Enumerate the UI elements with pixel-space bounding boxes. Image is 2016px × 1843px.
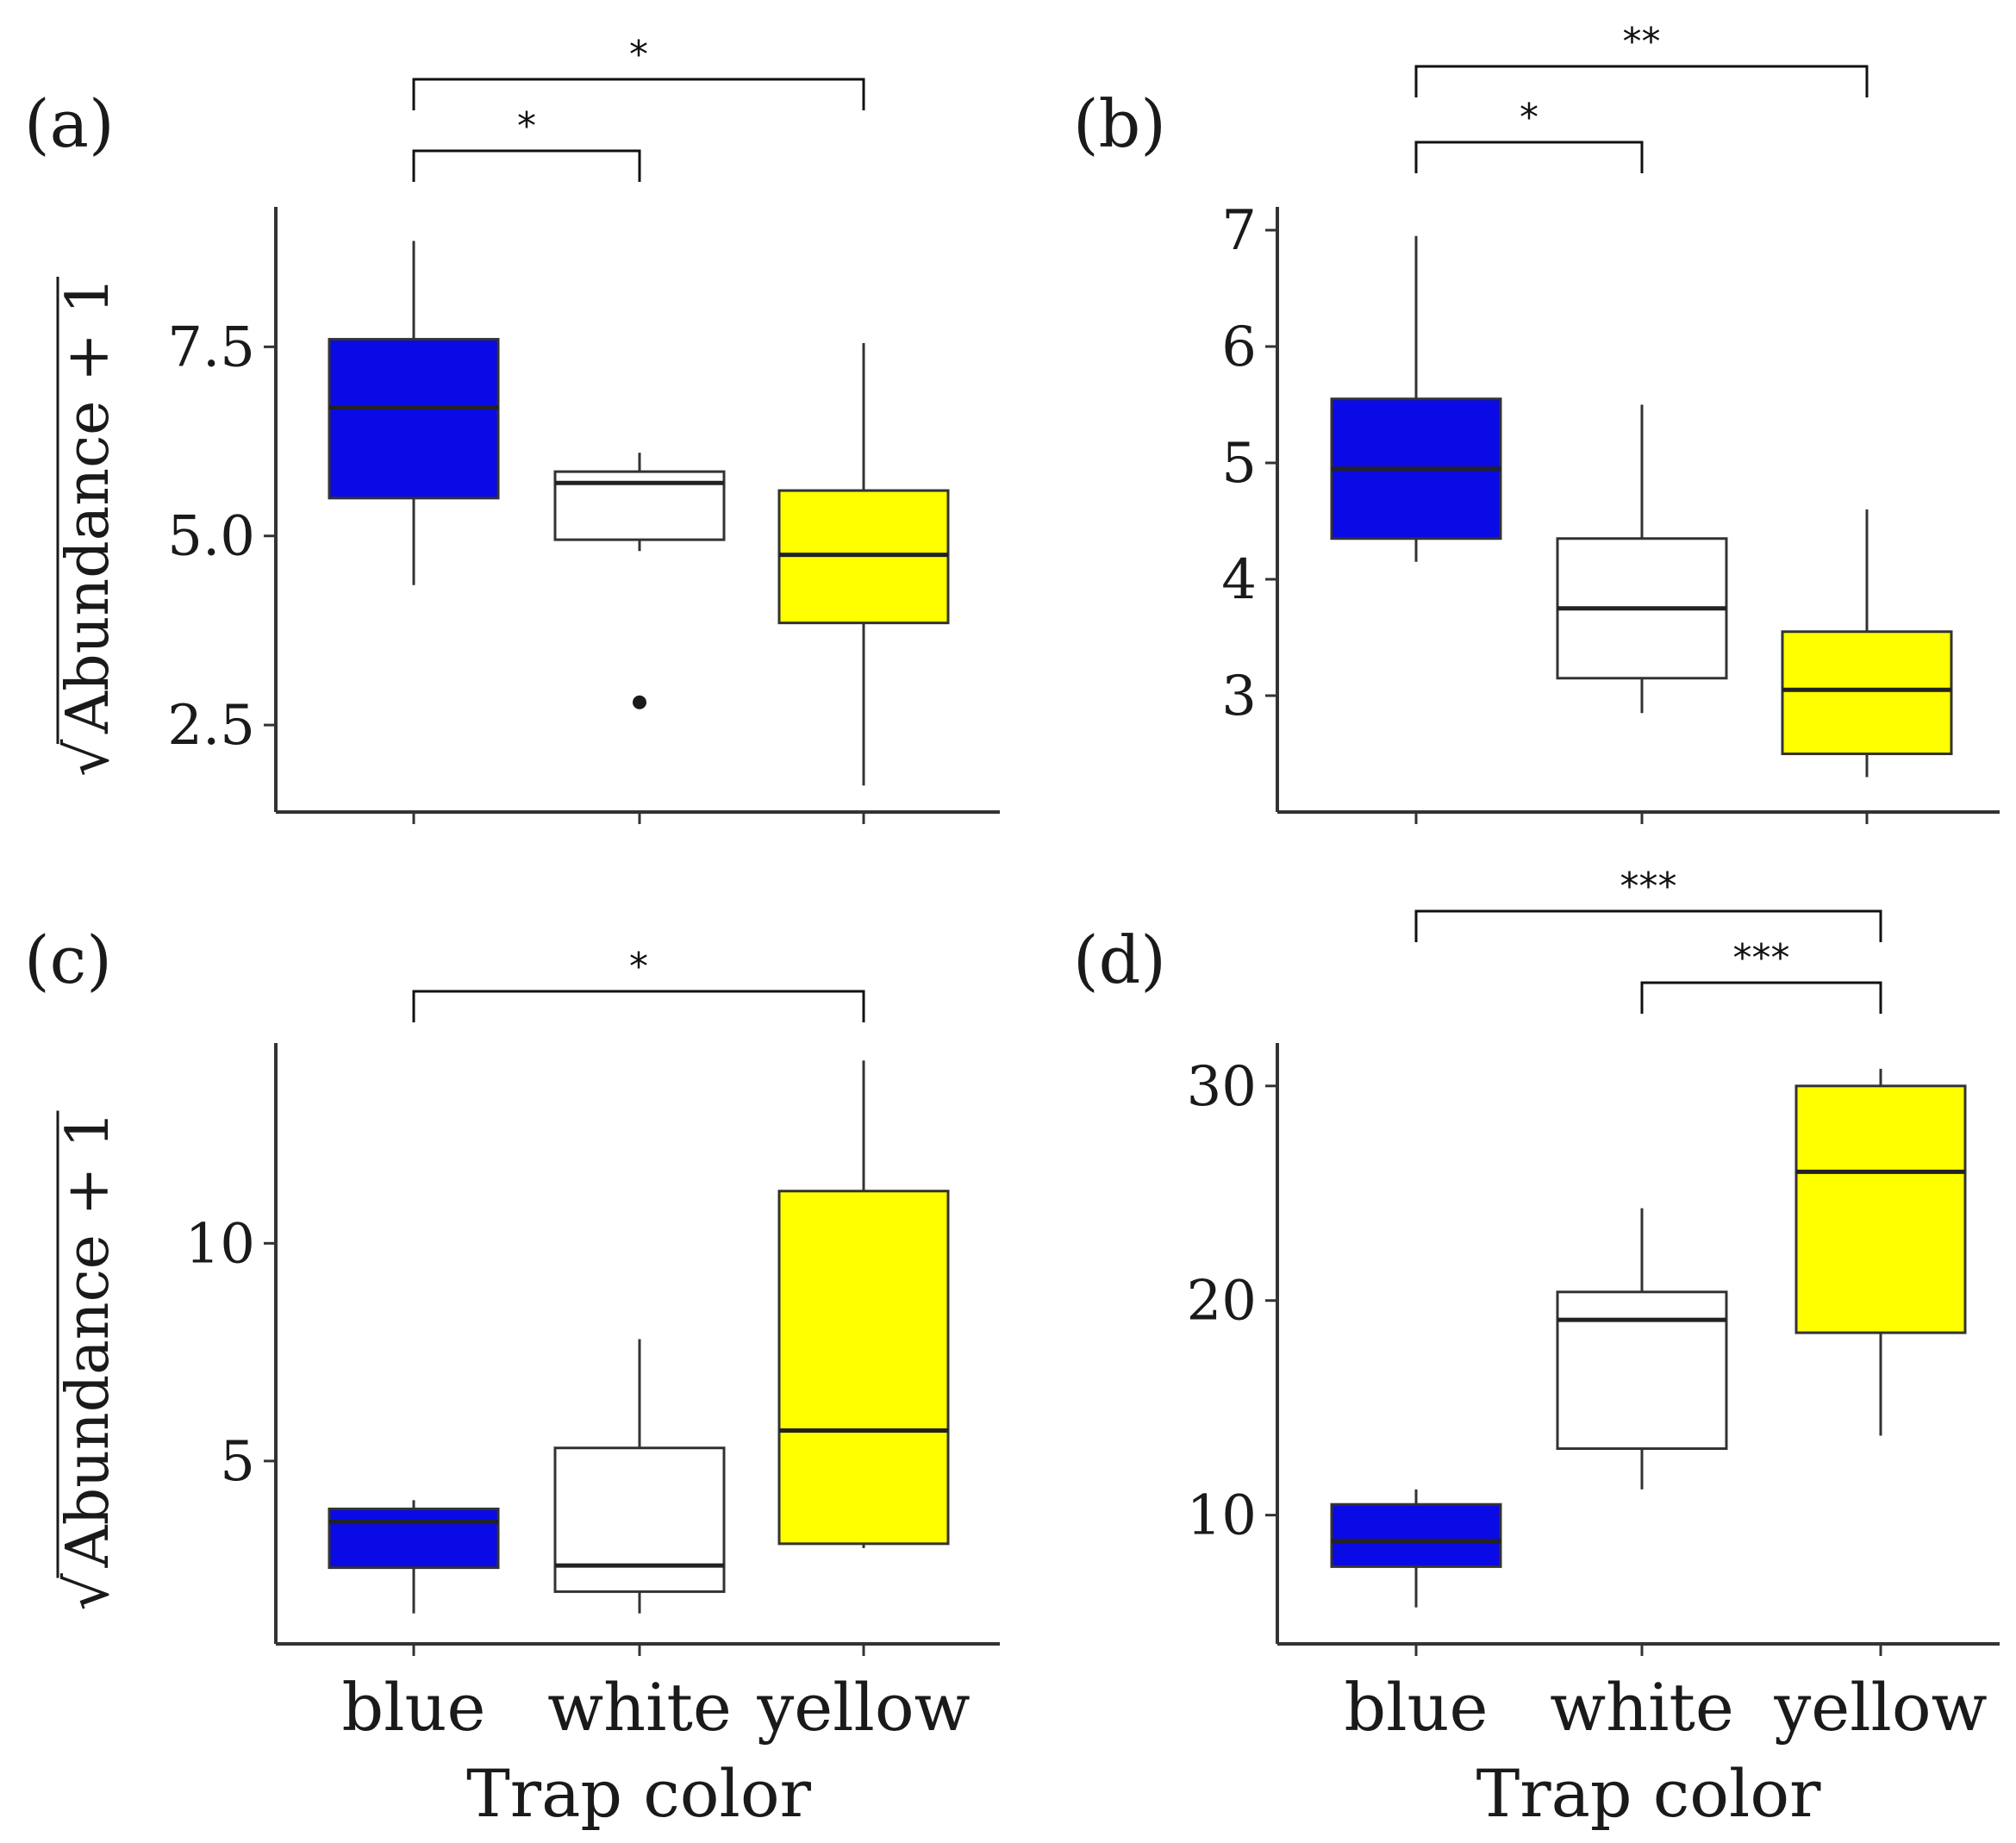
significance-label-blue-yellow: * (629, 945, 648, 989)
y-tick-label-b: 6 (1221, 315, 1257, 379)
box-white (1556, 1290, 1728, 1450)
y-axis-radical-a: √ (54, 739, 122, 777)
y-axis-radical-c: √ (54, 1573, 122, 1611)
x-tick-label-yellow: yellow (756, 1669, 970, 1746)
y-tick-label-c: 5 (220, 1430, 255, 1494)
x-tick-label-blue: blue (1345, 1669, 1489, 1746)
significance-bracket-blue-yellow (1414, 909, 1882, 942)
y-tick-label-b: 5 (1221, 432, 1257, 496)
panel-label-b: (b) (1073, 85, 1166, 162)
significance-bracket-blue-yellow (1414, 65, 1869, 97)
panel-label-d: (d) (1073, 922, 1166, 998)
box-yellow (1794, 1084, 1967, 1334)
y-tick-label-b: 4 (1221, 548, 1257, 612)
significance-label-blue-yellow: * (629, 33, 648, 77)
y-tick-label-c: 10 (185, 1212, 255, 1276)
y-tick-label-d: 20 (1187, 1270, 1257, 1334)
significance-label-blue-yellow: ** (1623, 20, 1661, 64)
significance-bracket-blue-white (1414, 141, 1644, 173)
significance-label-blue-yellow: *** (1620, 865, 1677, 909)
x-tick-label-white: white (1550, 1669, 1734, 1746)
significance-bracket-blue-yellow (412, 990, 865, 1022)
panel-label-c: (c) (24, 922, 112, 998)
box-yellow (1781, 630, 1953, 755)
y-tick-label-b: 7 (1221, 199, 1257, 263)
x-tick-label-yellow: yellow (1773, 1669, 1987, 1746)
y-axis-title-a: √ Abundance + 1 (54, 277, 122, 777)
box-blue (1330, 1503, 1502, 1568)
x-tick-label-white: white (547, 1669, 732, 1746)
y-tick-label-d: 10 (1187, 1484, 1257, 1548)
y-tick-label-a: 7.5 (167, 315, 255, 379)
significance-label-blue-white: * (517, 104, 536, 148)
outlier-point-white (633, 695, 646, 709)
y-tick-label-a: 2.5 (167, 694, 255, 758)
y-axis-title-text-c: Abundance + 1 (54, 1111, 122, 1569)
box-yellow (777, 1190, 950, 1546)
x-tick-label-blue: blue (342, 1669, 486, 1746)
panel-label-a: (a) (24, 85, 115, 162)
significance-label-blue-white: * (1520, 96, 1539, 140)
significance-label-white-yellow: *** (1733, 936, 1790, 980)
y-tick-label-d: 30 (1187, 1055, 1257, 1119)
x-axis-title-c: Trap color (466, 1755, 812, 1832)
box-blue (328, 1507, 500, 1570)
box-white (553, 1446, 726, 1593)
x-axis-title-d: Trap color (1476, 1755, 1822, 1832)
y-tick-label-a: 5.0 (167, 505, 255, 569)
significance-bracket-blue-white (412, 149, 641, 182)
box-blue (328, 338, 500, 500)
y-tick-label-b: 3 (1221, 665, 1257, 728)
significance-bracket-blue-yellow (412, 78, 865, 110)
y-axis-title-c: √ Abundance + 1 (54, 1110, 122, 1611)
y-axis-title-text-a: Abundance + 1 (54, 277, 122, 734)
significance-bracket-white-yellow (1640, 981, 1882, 1014)
